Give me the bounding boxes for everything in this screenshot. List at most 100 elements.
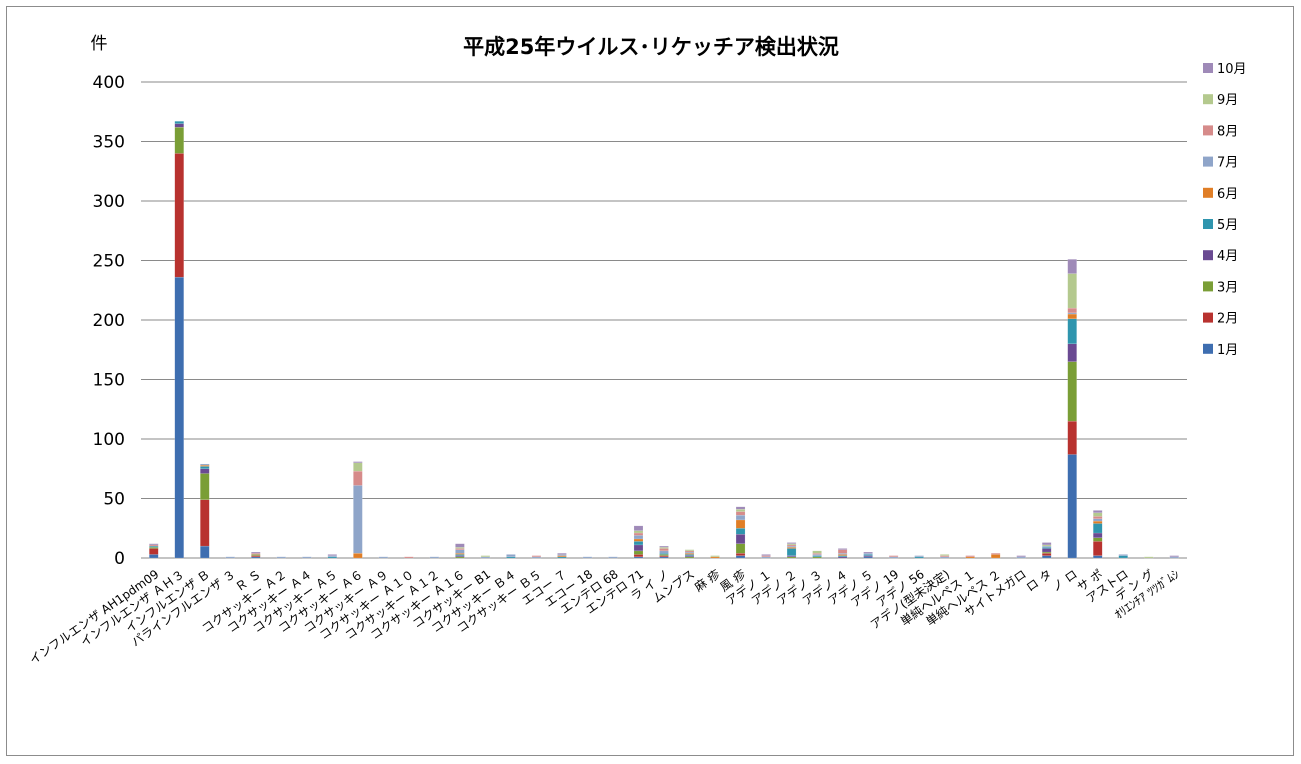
- bar-segment: [531, 555, 542, 558]
- bar-segment: [735, 528, 746, 535]
- bar-segment: [1067, 454, 1077, 559]
- bar-segment: [735, 553, 746, 556]
- bar-segment: [633, 554, 644, 558]
- bar-segment: [353, 461, 363, 463]
- x-tick-label: ノ ロ: [1049, 567, 1080, 594]
- legend: 10月 9月 8月 7月 6月 5月 4月 3月 2月 1月: [1203, 62, 1247, 358]
- bar-segment: [1144, 556, 1154, 559]
- bar-segment: [174, 153, 184, 278]
- bar-segment: [1118, 555, 1128, 559]
- bar-segment: [327, 554, 338, 556]
- bar-segment: [1093, 520, 1103, 524]
- bar-segment: [1093, 518, 1103, 522]
- bar-segment: [633, 541, 644, 546]
- bar-segment: [353, 485, 363, 554]
- bar-segment: [633, 525, 644, 531]
- legend-label: 4月: [1217, 249, 1238, 264]
- x-tick-label: 麻 疹: [691, 566, 722, 594]
- legend-swatch: [1203, 187, 1213, 198]
- bar-segment: [659, 548, 669, 552]
- bar-segment: [200, 499, 210, 547]
- bar-segment: [455, 543, 465, 548]
- legend-label: 7月: [1217, 156, 1238, 171]
- bar-segment: [633, 532, 644, 536]
- bar-segment: [1169, 555, 1179, 558]
- bar-segment: [863, 551, 873, 554]
- bar-segment: [1067, 361, 1077, 422]
- legend-swatch: [1203, 250, 1213, 261]
- y-tick-label: 0: [114, 549, 125, 569]
- bar-segment: [659, 545, 669, 548]
- bar-segment: [710, 555, 720, 558]
- legend-swatch: [1203, 312, 1213, 323]
- legend-swatch: [1203, 219, 1213, 229]
- bar-segment: [735, 514, 746, 521]
- bar-segment: [353, 470, 363, 486]
- bar-segment: [837, 548, 848, 550]
- bar-segment: [633, 530, 644, 534]
- bar-segment: [302, 556, 312, 559]
- bar-segment: [480, 555, 491, 558]
- bar-segment: [735, 509, 746, 512]
- bar-segment: [582, 556, 593, 559]
- bar-segment: [965, 555, 975, 558]
- bar-segment: [429, 556, 440, 559]
- y-tick-label: 50: [103, 490, 125, 510]
- bar-segment: [353, 553, 363, 559]
- y-tick-label: 100: [93, 430, 125, 450]
- bar-segment: [200, 463, 210, 466]
- bar-segment: [1041, 542, 1052, 546]
- legend-label: 2月: [1217, 312, 1238, 327]
- bar-segment: [1093, 523, 1103, 534]
- bar-segment: [786, 548, 797, 556]
- bar-segment: [200, 473, 210, 500]
- bar-segment: [1093, 555, 1103, 559]
- y-tick-label: 350: [93, 133, 125, 153]
- bar-segment: [761, 554, 771, 556]
- legend-label: 6月: [1217, 187, 1238, 202]
- bar-segment: [1041, 553, 1052, 556]
- bar-segment: [1067, 318, 1077, 344]
- bar-segment: [1093, 510, 1103, 513]
- bar-segment: [1118, 554, 1128, 556]
- bar-segment: [1067, 313, 1077, 320]
- chart-title: 平成25年ウイルス･リケッチア検出状況: [463, 35, 839, 59]
- y-tick-label: 400: [93, 73, 125, 93]
- legend-swatch: [1203, 343, 1213, 354]
- bar-segment: [200, 466, 210, 469]
- bar-segment: [837, 549, 848, 554]
- bar-segment: [914, 555, 924, 558]
- legend-swatch: [1203, 63, 1213, 73]
- bar-segment: [174, 127, 184, 154]
- bar-segment: [633, 550, 644, 555]
- legend-label: 8月: [1217, 124, 1238, 139]
- y-tick-label: 250: [93, 252, 125, 272]
- bar-segment: [251, 551, 261, 554]
- bar-segment: [1016, 555, 1026, 558]
- legend-swatch: [1203, 281, 1213, 292]
- bar-segment: [735, 534, 746, 544]
- bar-segment: [684, 549, 695, 552]
- bar-segment: [276, 556, 287, 559]
- bar-segment: [1093, 532, 1103, 538]
- bar-segment: [812, 550, 822, 554]
- bar-segment: [786, 542, 797, 544]
- bar-segment: [735, 555, 746, 559]
- bar-segment: [200, 468, 210, 474]
- legend-label: 9月: [1217, 93, 1238, 108]
- bar-segment: [149, 554, 159, 559]
- bar-segment: [1093, 541, 1103, 556]
- bar-segment: [990, 553, 1001, 555]
- chart-frame: [6, 6, 1294, 756]
- bar-segment: [735, 543, 746, 554]
- legend-swatch: [1203, 156, 1213, 167]
- bar-segment: [200, 545, 210, 559]
- bar-segment: [506, 554, 516, 558]
- bar-segment: [1093, 512, 1103, 517]
- bar-segment: [608, 556, 618, 559]
- legend-label: 1月: [1217, 343, 1238, 358]
- y-tick-label: 200: [93, 311, 125, 331]
- bar-segment: [149, 543, 159, 546]
